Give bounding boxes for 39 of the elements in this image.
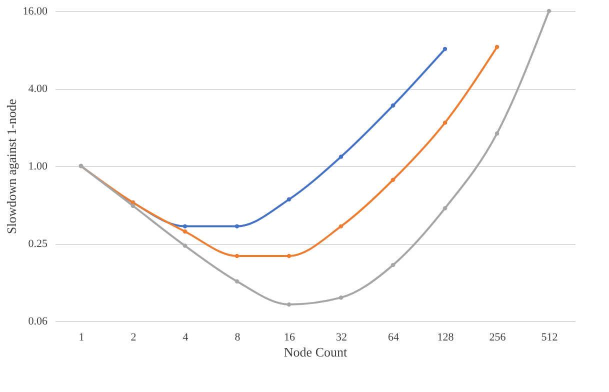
point <box>130 204 136 208</box>
point <box>494 44 500 50</box>
point <box>390 103 396 108</box>
point <box>338 295 344 300</box>
x-tick-label: 1 <box>78 332 84 344</box>
x-tick-label: 128 <box>437 332 454 344</box>
point <box>390 178 396 182</box>
point <box>338 224 344 228</box>
y-axis-title: Slowdown against 1-node <box>4 98 19 234</box>
point <box>390 262 396 268</box>
y-tick-label: 4.00 <box>28 83 48 95</box>
x-tick-label: 4 <box>182 332 189 344</box>
point <box>286 302 292 307</box>
y-tick-label: 0.25 <box>28 238 48 250</box>
point <box>442 120 448 125</box>
y-tick-label: 16.00 <box>22 6 48 18</box>
point <box>442 206 448 210</box>
x-tick-label: 2 <box>130 332 136 344</box>
x-tick-label: 512 <box>541 332 558 344</box>
point <box>442 46 448 52</box>
x-axis-title: Node Count <box>284 344 348 360</box>
y-tick-label: 1.00 <box>28 160 48 172</box>
x-tick-label: 8 <box>234 332 241 344</box>
point <box>286 197 292 202</box>
point <box>182 244 188 248</box>
point <box>494 131 500 136</box>
x-tick-label: 32 <box>336 332 347 344</box>
point <box>182 229 188 234</box>
x-tick-label: 64 <box>388 332 400 344</box>
point <box>234 279 240 284</box>
point <box>182 224 188 228</box>
x-tick-label: 16 <box>284 332 296 344</box>
point <box>234 224 240 228</box>
y-tick-label: 0.06 <box>28 316 48 328</box>
point <box>234 254 240 258</box>
point <box>338 154 344 159</box>
x-tick-label: 256 <box>489 332 506 344</box>
point <box>286 254 292 258</box>
point <box>546 8 552 14</box>
